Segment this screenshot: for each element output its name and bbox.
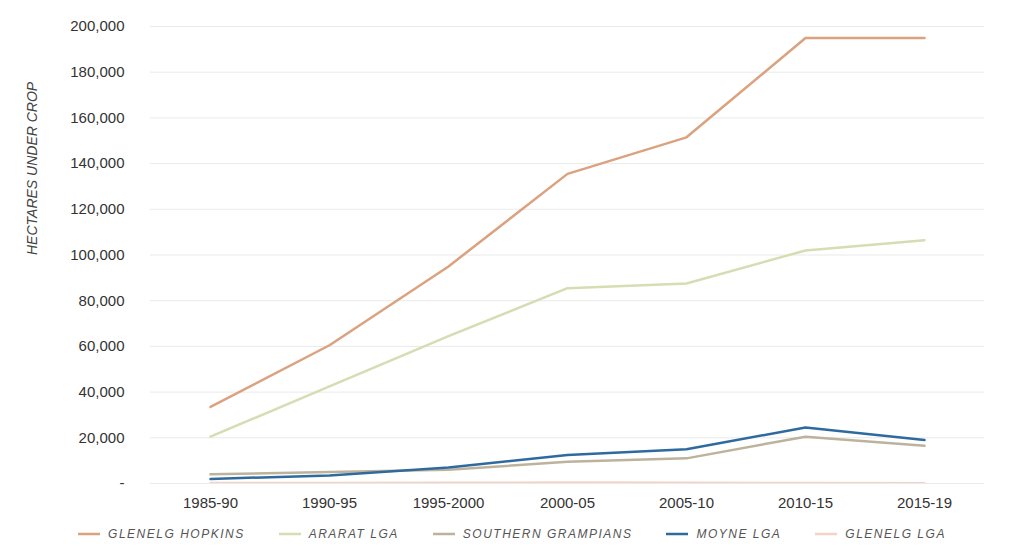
svg-text:100,000: 100,000 [70, 246, 124, 263]
svg-text:2000-05: 2000-05 [540, 494, 595, 511]
svg-text:160,000: 160,000 [70, 109, 124, 126]
svg-text:HECTARES UNDER CROP: HECTARES UNDER CROP [24, 81, 40, 255]
svg-text:2005-10: 2005-10 [659, 494, 714, 511]
html-text:MOYNE LGA: MOYNE LGA [696, 527, 782, 541]
svg-text:1990-95: 1990-95 [302, 494, 357, 511]
html-text:ARARAT LGA: ARARAT LGA [308, 527, 399, 541]
svg-text:20,000: 20,000 [79, 429, 125, 446]
svg-text:80,000: 80,000 [79, 292, 125, 309]
svg-text:40,000: 40,000 [79, 383, 125, 400]
html-text:GLENELG HOPKINS: GLENELG HOPKINS [108, 527, 245, 541]
svg-text:1995-2000: 1995-2000 [413, 494, 485, 511]
svg-text:2015-19: 2015-19 [897, 494, 952, 511]
svg-text:180,000: 180,000 [70, 63, 124, 80]
svg-text:120,000: 120,000 [70, 200, 124, 217]
html-text:GLENELG LGA: GLENELG LGA [845, 527, 946, 541]
html-text:SOUTHERN GRAMPIANS: SOUTHERN GRAMPIANS [462, 527, 633, 541]
svg-text:-: - [120, 474, 125, 491]
svg-text:140,000: 140,000 [70, 154, 124, 171]
svg-text:200,000: 200,000 [70, 17, 124, 34]
svg-text:60,000: 60,000 [79, 337, 125, 354]
svg-text:1985-90: 1985-90 [183, 494, 238, 511]
svg-text:2010-15: 2010-15 [778, 494, 833, 511]
